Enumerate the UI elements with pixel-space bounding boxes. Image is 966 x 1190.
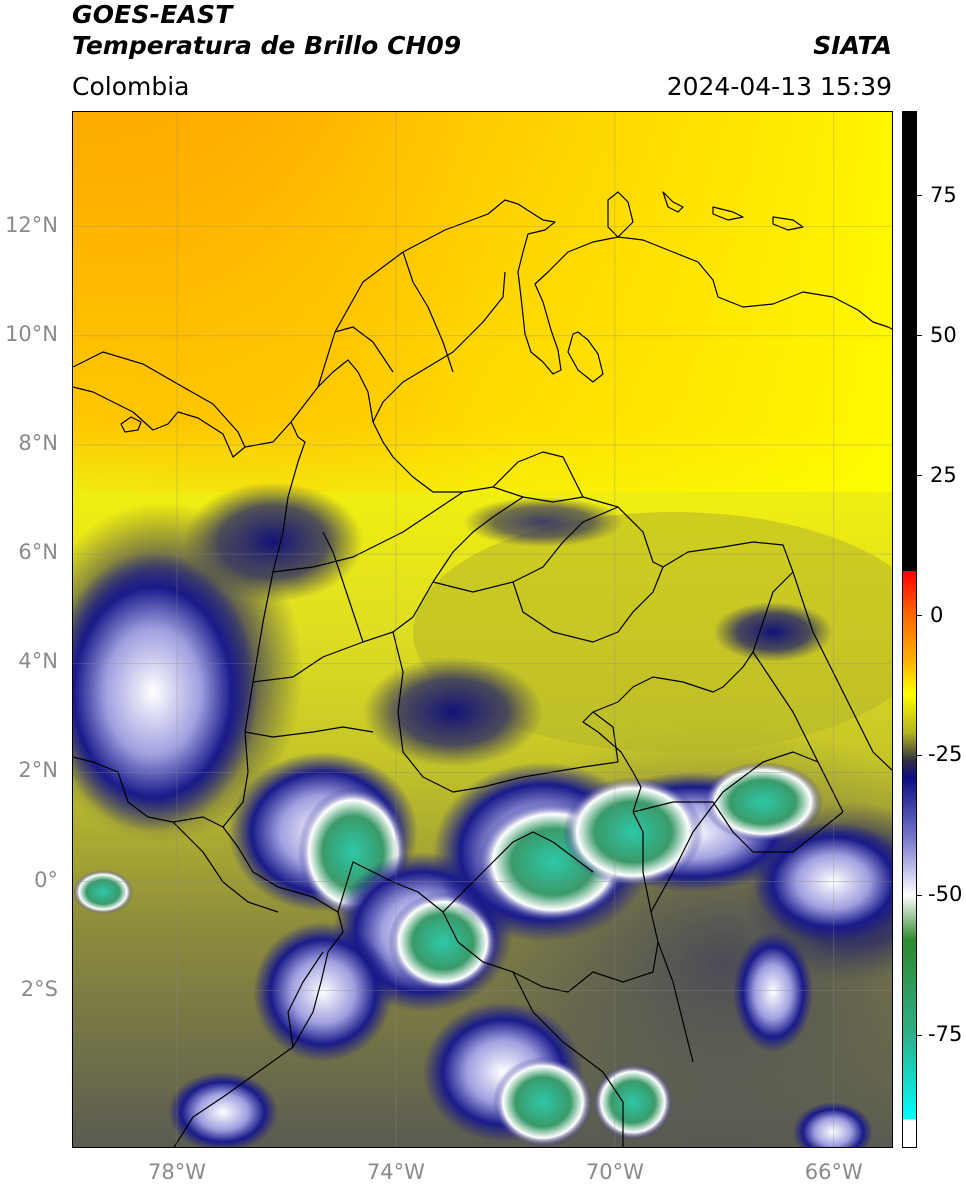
cloud-field bbox=[73, 482, 892, 1147]
lon-tick-label: 78°W bbox=[147, 1160, 206, 1184]
lat-tick-label: 2°S bbox=[20, 976, 58, 1001]
coastlines-and-borders bbox=[73, 191, 892, 1147]
lat-tick-label: 8°N bbox=[18, 430, 58, 455]
colorbar-tick-mark bbox=[917, 1034, 922, 1036]
colorbar-tick-label: 50 bbox=[930, 322, 957, 347]
map-panel[interactable] bbox=[72, 111, 893, 1148]
graticule bbox=[73, 112, 892, 1147]
lat-tick-label: 0° bbox=[34, 867, 58, 892]
region-label: Colombia bbox=[72, 72, 190, 101]
colorbar-tick-mark bbox=[917, 754, 922, 756]
colorbar-tick-label: 75 bbox=[930, 182, 957, 207]
brightness-temperature-map bbox=[73, 112, 892, 1147]
lat-tick-label: 12°N bbox=[5, 212, 58, 237]
colorbar-tick-mark bbox=[917, 475, 922, 477]
colorbar-tick-label: -75 bbox=[928, 1022, 963, 1047]
lat-tick-label: 6°N bbox=[18, 540, 58, 565]
datetime-label: 2024-04-13 15:39 bbox=[666, 72, 892, 101]
lat-tick-label: 4°N bbox=[18, 649, 58, 674]
title-product: Temperatura de Brillo CH09 bbox=[72, 31, 462, 60]
lon-tick-label: 74°W bbox=[366, 1160, 425, 1184]
title-satellite: GOES-EAST bbox=[72, 0, 233, 29]
colorbar-tick-label: -50 bbox=[928, 882, 963, 907]
lat-tick-label: 2°N bbox=[18, 758, 58, 783]
lon-tick-label: 66°W bbox=[804, 1160, 863, 1184]
colorbar-tick-label: 0 bbox=[930, 602, 944, 627]
colorbar-tick-mark bbox=[917, 894, 922, 896]
colorbar-tick-label: 25 bbox=[930, 462, 957, 487]
lat-tick-label: 10°N bbox=[5, 321, 58, 346]
colorbar-tick-mark bbox=[917, 335, 922, 337]
colorbar-tick-mark bbox=[917, 195, 922, 197]
colorbar-tick-mark bbox=[917, 615, 922, 616]
colorbar-scale bbox=[903, 112, 916, 1147]
lon-tick-label: 70°W bbox=[585, 1160, 644, 1184]
brand-label: SIATA bbox=[813, 31, 892, 60]
colorbar bbox=[902, 111, 917, 1148]
colorbar-tick-label: -25 bbox=[928, 742, 963, 767]
